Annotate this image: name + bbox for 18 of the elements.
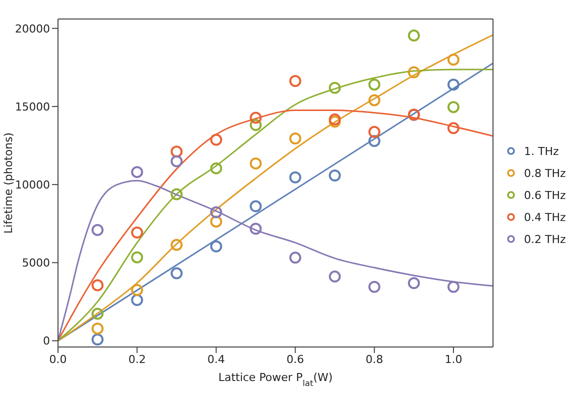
legend-label: 0.4 THz (524, 210, 566, 224)
legend-label: 1. THz (524, 144, 559, 158)
y-tick-label: 10000 (15, 178, 50, 192)
x-tick-label: 0.6 (286, 352, 304, 366)
x-tick-label: 1.0 (444, 352, 462, 366)
x-tick-label: 0.8 (366, 352, 384, 366)
legend-label: 0.6 THz (524, 188, 566, 202)
y-tick-label: 5000 (22, 256, 50, 270)
x-tick-label: 0.0 (49, 352, 67, 366)
legend-label: 0.2 THz (524, 232, 566, 246)
y-tick-label: 15000 (15, 100, 50, 114)
legend-label: 0.8 THz (524, 166, 566, 180)
y-axis-title: Lifetime (photons) (2, 132, 15, 234)
x-tick-label: 0.4 (207, 352, 225, 366)
y-tick-label: 0 (43, 334, 50, 348)
x-axis-title: Lattice Power P$_{lat}$(W) (218, 371, 333, 388)
x-tick-label: 0.2 (128, 352, 146, 366)
y-tick-label: 20000 (15, 22, 50, 36)
